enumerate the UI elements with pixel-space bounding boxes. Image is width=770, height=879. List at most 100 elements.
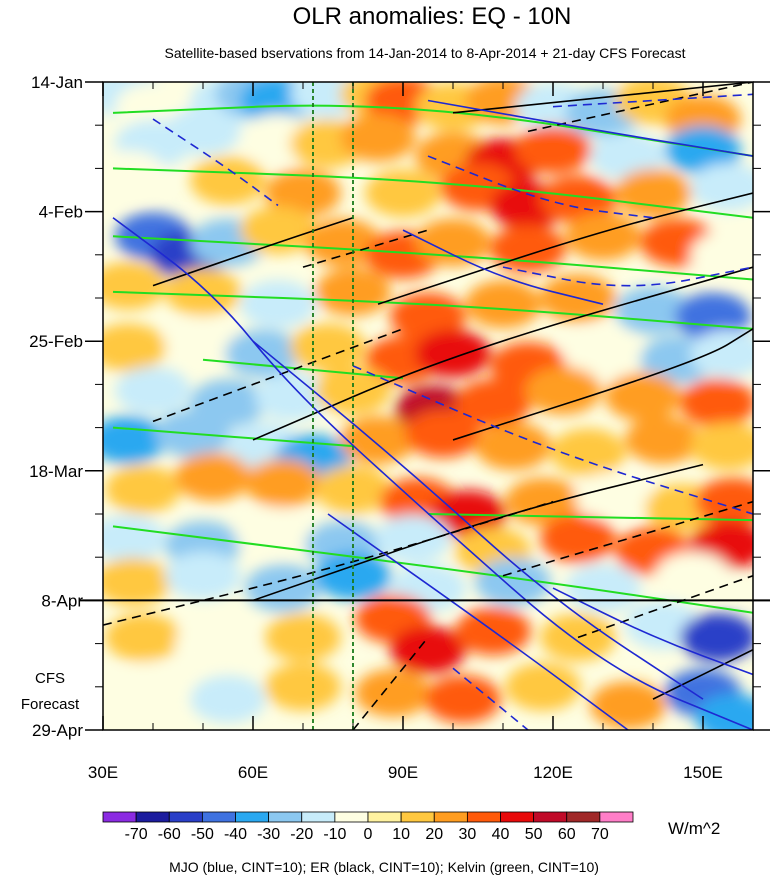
anomaly-cell	[615, 169, 691, 218]
anomaly-cell	[465, 280, 541, 329]
anomaly-cell	[405, 409, 481, 458]
contour-line	[112, 235, 753, 281]
anomaly-cell	[115, 366, 191, 415]
anomaly-cell	[175, 452, 251, 501]
contour-line	[252, 266, 753, 441]
colorbar-tick-label: 10	[392, 826, 410, 843]
colorbar-tick-label: 60	[558, 826, 576, 843]
anomaly-cell	[590, 681, 666, 730]
contour-line	[427, 99, 753, 157]
colorbar-tick-label: -30	[257, 826, 280, 843]
contour-line	[652, 649, 753, 700]
anomaly-cell	[240, 280, 316, 329]
anomaly-cell	[103, 514, 166, 563]
anomaly-cell	[550, 428, 626, 477]
anomaly-cell	[240, 206, 316, 255]
chart-subtitle: Satellite-based bservations from 14-Jan-…	[165, 45, 686, 61]
colorbar-swatch	[400, 811, 435, 823]
colorbar-tick-label: -40	[224, 826, 247, 843]
anomaly-cell	[690, 422, 753, 471]
colorbar-tick-label: 30	[458, 826, 476, 843]
anomaly-cell	[490, 224, 566, 273]
contour-line	[302, 229, 429, 268]
contour-line	[502, 266, 753, 287]
contour-line	[452, 328, 753, 441]
anomaly-cell	[265, 613, 341, 662]
contour-line	[152, 328, 404, 423]
contour-line	[452, 82, 753, 114]
contour-line	[252, 463, 704, 602]
colorbar-swatch	[268, 811, 303, 823]
anomaly-cell	[265, 662, 341, 711]
anomaly-cell	[165, 267, 241, 316]
anomaly-cell	[565, 564, 641, 613]
anomaly-cell	[245, 564, 321, 613]
x-tick-label: 150E	[683, 763, 723, 782]
colorbar-swatch	[168, 811, 203, 823]
colorbar-tick-label: -60	[158, 826, 181, 843]
anomaly-cell	[525, 366, 601, 415]
colorbar-swatch	[102, 811, 137, 823]
anomaly-cell	[105, 613, 181, 662]
anomaly-cell	[365, 169, 441, 218]
anomaly-cell	[690, 230, 753, 279]
contour-line	[452, 667, 529, 730]
y-tick-label: 25-Feb	[29, 332, 83, 351]
reference-lines	[312, 82, 354, 730]
anomaly-cell	[540, 514, 616, 563]
y-axis: 14-Jan 4-Feb 25-Feb 18-Mar 8-Apr 29-Apr	[29, 73, 770, 740]
contour-line	[377, 192, 753, 305]
colorbar-tick-label: -10	[323, 826, 346, 843]
anomaly-cell	[190, 675, 266, 724]
anomaly-cell	[565, 329, 641, 378]
anomaly-cell	[665, 125, 741, 174]
forecast-label-line1: CFS	[35, 670, 65, 687]
anomaly-cell	[655, 551, 731, 600]
colorbar-swatch	[566, 811, 601, 823]
anomaly-cell	[540, 175, 616, 224]
colorbar-swatch	[235, 811, 270, 823]
contour-line	[402, 229, 604, 305]
colorbar-swatch	[433, 811, 468, 823]
y-tick-label: 8-Apr	[41, 591, 83, 610]
anomaly-cell	[415, 329, 491, 378]
contour-line	[552, 587, 753, 676]
anomaly-cell	[305, 218, 381, 267]
anomaly-cell	[190, 156, 266, 205]
anomaly-cell	[103, 261, 166, 310]
colorbar-swatch	[201, 811, 236, 823]
anomaly-cell	[315, 267, 391, 316]
colorbar-swatch	[599, 811, 634, 823]
forecast-label-line2: Forecast	[21, 696, 80, 713]
anomaly-cell	[105, 465, 181, 514]
colorbar-swatch	[367, 811, 402, 823]
colorbar-tick-label: 40	[492, 826, 510, 843]
anomaly-cell	[680, 378, 753, 427]
colorbar-tick-label: 70	[591, 826, 609, 843]
contour-line	[112, 167, 753, 219]
contour-line	[112, 217, 753, 730]
x-tick-label: 90E	[388, 763, 418, 782]
anomaly-cell	[165, 107, 241, 156]
anomaly-cell	[290, 323, 366, 372]
anomaly-cell	[575, 471, 651, 520]
anomaly-cell	[605, 372, 681, 421]
anomaly-cell	[625, 415, 701, 464]
contour-line	[152, 217, 354, 287]
anomaly-cell	[690, 329, 753, 378]
plot-area	[103, 82, 753, 730]
colorbar-unit: W/m^2	[668, 819, 720, 838]
anomaly-cell	[565, 212, 641, 261]
contour-line	[112, 104, 753, 158]
contour-line	[112, 290, 753, 330]
anomaly-cell	[355, 668, 431, 717]
colorbar-tick-label: -20	[290, 826, 313, 843]
contour-line	[327, 513, 629, 730]
colorbar-swatch	[301, 811, 336, 823]
anomaly-cell	[425, 675, 501, 724]
y-tick-label: 29-Apr	[32, 721, 83, 740]
anomaly-cell	[103, 415, 166, 464]
anomaly-cell	[475, 557, 551, 606]
anomaly-cell	[115, 662, 191, 711]
